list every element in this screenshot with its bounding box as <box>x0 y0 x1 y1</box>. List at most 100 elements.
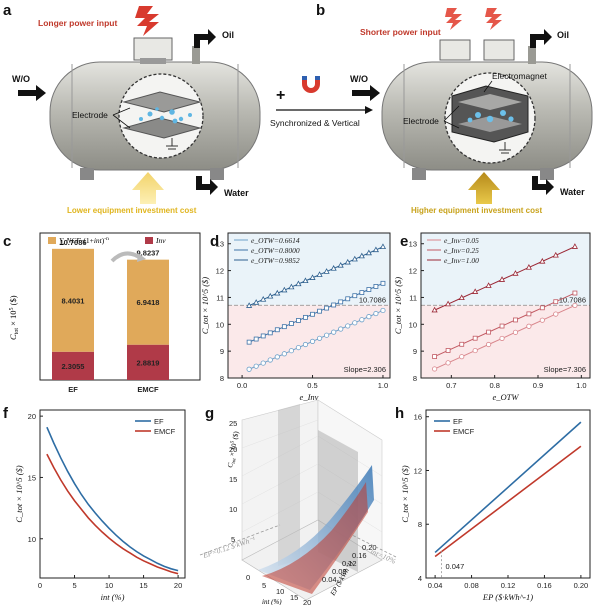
series-point <box>324 332 330 338</box>
series-point <box>253 363 259 369</box>
panel-b-water-label: Water <box>560 187 585 197</box>
svg-text:15: 15 <box>229 475 237 484</box>
y-tick-label: 11 <box>216 293 224 302</box>
legend-label: e_Inv=1.00 <box>444 256 479 265</box>
series-point <box>553 299 559 305</box>
series-point <box>324 305 330 311</box>
series-point <box>539 305 545 311</box>
svg-text:25: 25 <box>229 419 237 428</box>
series-point <box>445 360 451 366</box>
series-point <box>246 339 252 345</box>
series-point <box>288 321 294 326</box>
water-outlet-icon <box>196 176 218 195</box>
bar-emcf-0 <box>127 344 169 380</box>
panel-e-letter: e <box>400 233 408 250</box>
panel-b-electromagnet-label: Electromagnet <box>492 71 547 81</box>
legend-label: e_OTW=0.8000 <box>251 246 300 255</box>
panel-c: c 2.3055 8.4031 10.7086 EF 2.8819 6.9418 9.823… <box>3 232 201 394</box>
bar-total-label: 10.7086 <box>59 238 86 247</box>
y-tick-label: 4 <box>418 574 422 583</box>
panel-a-power-label: Longer power input <box>38 18 117 28</box>
series-point <box>331 329 337 335</box>
series-point <box>331 302 337 308</box>
reference-label: 10.7086 <box>359 295 386 304</box>
series-point <box>317 308 322 314</box>
x-tick-label: 0.0 <box>237 381 247 390</box>
x-tick-label: 0.7 <box>446 381 456 390</box>
y-tick-label: 12 <box>414 466 422 475</box>
panel-a-wo-label: W/O <box>12 74 30 84</box>
inlet-arrow-icon <box>18 85 46 101</box>
svg-text:20: 20 <box>229 445 237 454</box>
x-tick-label: 0.8 <box>489 381 499 390</box>
y-axis-label: C_tot × 10^5 ($) <box>200 277 210 334</box>
x-tick-label: 15 <box>139 581 147 590</box>
y-tick-label: 15 <box>28 473 36 482</box>
slope-annotation: Slope=2.306 <box>344 365 386 374</box>
bar-emcf-1 <box>127 259 169 345</box>
series-point <box>295 280 302 287</box>
panel-d: d 10.7086 8 9 10 11 12 13 0.0 0.5 1.0 e_OTW=0.6614… <box>200 232 391 402</box>
series-point <box>316 271 323 277</box>
x-tick-label: 10 <box>105 581 113 590</box>
series-point <box>380 280 386 286</box>
plot-frame <box>39 409 186 579</box>
series-point <box>309 338 316 345</box>
series-point <box>274 354 280 360</box>
plus-sign: + <box>276 87 285 104</box>
inlet-arrow-b-icon <box>352 85 380 101</box>
series-point <box>274 289 281 296</box>
series-point <box>267 357 273 363</box>
plot-frame <box>420 232 591 379</box>
series-point <box>281 324 287 330</box>
plot-frame <box>227 232 391 379</box>
g-xlabel: int (%) <box>262 598 282 605</box>
series-point <box>281 286 288 293</box>
series-point <box>485 282 492 288</box>
series-point <box>472 335 478 341</box>
y-tick-label: 8 <box>418 520 422 529</box>
y-axis-label: C_tot × 10^5 ($) <box>400 465 410 522</box>
svg-text:5: 5 <box>262 581 266 590</box>
legend-label: e_OTW=0.6614 <box>251 236 300 245</box>
series-point <box>445 300 452 307</box>
y-tick-label: 10 <box>28 535 36 544</box>
series-point <box>338 326 344 332</box>
water-outlet-b-icon <box>532 176 554 195</box>
x-tick-label: 5 <box>72 581 76 590</box>
series-point <box>499 323 505 329</box>
y-tick-label: 10 <box>216 320 224 329</box>
y-tick-label: 8 <box>220 374 224 383</box>
series-point <box>274 327 280 333</box>
series-point <box>571 243 578 249</box>
oil-outlet-b-icon <box>530 29 552 48</box>
series-point <box>539 257 546 264</box>
series-point <box>498 276 506 282</box>
legend-label: EF <box>154 417 164 426</box>
x-tick-label: 0.5 <box>307 381 317 390</box>
reference-label: 10.7086 <box>559 295 586 304</box>
series-point <box>512 329 519 335</box>
series-point <box>499 335 505 342</box>
svg-text:20: 20 <box>303 598 311 605</box>
series-point <box>246 302 253 308</box>
lower-region <box>421 305 590 378</box>
cost-arrow-b-icon <box>468 172 500 204</box>
panel-e: e 10.7086 8 9 10 11 12 13 0.7 0.8 0.9 1.0 e_Inv=0.0… <box>393 232 591 402</box>
series-point <box>525 264 532 270</box>
series-point <box>267 292 274 299</box>
svg-text:10: 10 <box>229 505 237 514</box>
series-line-emcf <box>434 445 582 558</box>
panel-c-legend-2: Inv <box>155 236 166 245</box>
legend-label: e_OTW=0.9852 <box>251 256 300 265</box>
y-tick-label: 16 <box>414 413 422 422</box>
series-point <box>365 249 372 256</box>
x-tick-label: 20 <box>174 581 182 590</box>
panel-b-cost-label: Higher equipment investment cost <box>411 206 542 215</box>
series-point <box>373 310 379 317</box>
series-point <box>372 246 379 253</box>
series-point <box>267 330 273 336</box>
y-tick-label: 20 <box>28 412 36 421</box>
y-tick-label: 12 <box>216 267 224 276</box>
panel-b-oil-label: Oil <box>557 30 569 40</box>
